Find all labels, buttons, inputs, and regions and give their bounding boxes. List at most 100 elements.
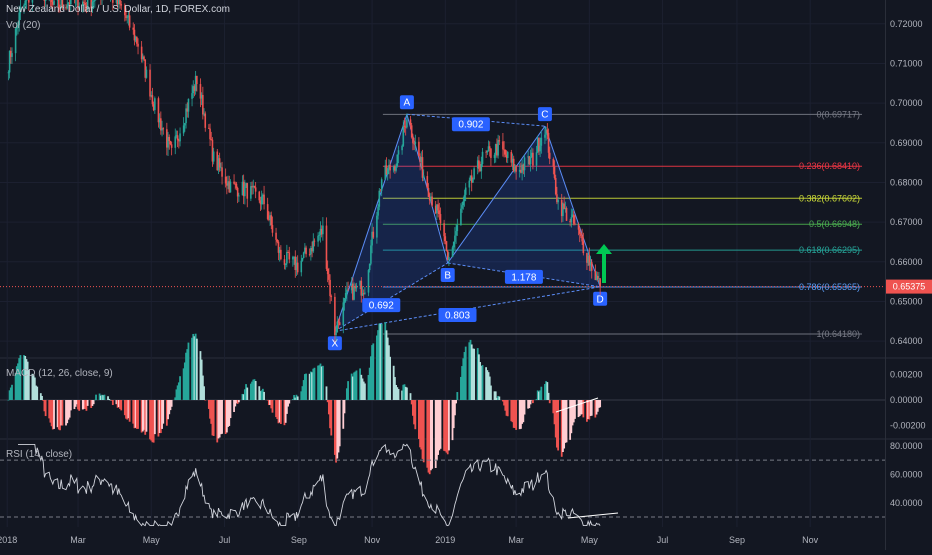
macd-bar — [126, 400, 129, 420]
macd-bar — [548, 400, 551, 404]
price-axes: 2018 Mar May Jul Sep Nov 2019 Mar May Jul Sep Nov 0.… — [0, 19, 926, 545]
candle-body — [564, 208, 567, 210]
rsi-label[interactable]: RSI (14, close) — [6, 449, 73, 460]
candle-body — [464, 187, 467, 195]
macd-bar — [317, 365, 319, 400]
macd-bar — [427, 400, 430, 473]
candle-body — [404, 126, 407, 128]
macd-bar — [302, 380, 305, 400]
candle-body — [151, 95, 154, 105]
macd-bar — [125, 400, 127, 419]
macd-label[interactable]: MACD (12, 26, close, 9) — [6, 368, 113, 379]
candle-body — [544, 134, 546, 138]
candle-body — [421, 157, 424, 178]
macd-bar — [371, 345, 373, 400]
candle-body — [65, 6, 67, 9]
macd-bar — [41, 395, 43, 400]
macd-bar — [267, 400, 270, 406]
candle-body — [228, 181, 231, 193]
candle-body — [292, 256, 294, 260]
macd-bar — [488, 376, 491, 400]
candle-body — [494, 143, 497, 155]
candle-body — [252, 185, 255, 188]
candle-body — [385, 165, 388, 175]
macd-bar — [99, 395, 102, 400]
macd-bar — [211, 400, 214, 436]
annotations: 0.65375 — [0, 244, 932, 294]
harmonic-pattern[interactable]: X A B C D 0.902 0.692 1.178 0.803 — [327, 95, 608, 351]
macd-bar — [235, 400, 238, 404]
macd-bar — [312, 368, 315, 400]
candle-body — [120, 4, 123, 6]
candle-body — [242, 181, 245, 197]
candle-body — [337, 321, 340, 323]
candle-body — [25, 0, 28, 1]
candle-body — [169, 141, 172, 145]
macd-bar — [378, 323, 381, 400]
macd-bar — [443, 400, 446, 451]
candle-body — [210, 139, 213, 141]
candle-body — [175, 135, 178, 137]
macd-bar — [493, 391, 496, 400]
macd-bar — [448, 400, 450, 451]
macd-bar — [506, 400, 509, 417]
macd-bar — [228, 400, 231, 426]
macd-bar — [14, 372, 17, 400]
macd-bar — [212, 400, 215, 436]
candle-body — [523, 157, 526, 171]
rsi-tick-label: 60.0000 — [890, 469, 923, 479]
macd-bar — [338, 400, 341, 447]
candle-body — [590, 261, 593, 271]
candle-body — [485, 151, 487, 153]
candle-body — [59, 7, 61, 9]
candle-body — [529, 157, 532, 165]
macd-bar — [326, 400, 329, 403]
candle-body — [218, 158, 221, 168]
ratio-label: 0.692 — [369, 301, 394, 312]
candle-body — [444, 236, 447, 242]
macd-bar — [446, 400, 449, 455]
candle-body — [254, 187, 257, 192]
candle-body — [493, 154, 496, 158]
macd-bar — [581, 400, 584, 415]
macd-bar — [419, 400, 422, 448]
macd-bar — [249, 383, 252, 400]
price-candles — [7, 0, 601, 342]
pattern-leg — [406, 113, 545, 127]
macd-bar — [75, 400, 78, 405]
y-tick-label: 0.67000 — [890, 217, 923, 227]
rsi-pane — [0, 443, 885, 527]
candle-body — [434, 205, 437, 214]
candle-body — [505, 154, 508, 158]
macd-bar — [463, 352, 466, 400]
macd-bar — [36, 386, 39, 400]
macd-bar — [572, 400, 575, 423]
volume-label[interactable]: Vol (20) — [6, 20, 41, 31]
macd-bar — [480, 365, 483, 400]
symbol-title[interactable]: New Zealand Dollar / U.S. Dollar, 1D, FO… — [6, 4, 230, 15]
candle-body — [283, 259, 286, 265]
macd-bar — [305, 373, 307, 400]
macd-bar — [327, 400, 330, 415]
macd-bar — [539, 390, 542, 400]
macd-bar — [490, 385, 492, 400]
y-tick-label: 0.70000 — [890, 98, 923, 108]
macd-bar — [445, 400, 448, 453]
candle-body — [186, 108, 189, 112]
macd-bar — [514, 400, 516, 428]
macd-bar — [144, 400, 147, 435]
candle-body — [136, 36, 138, 44]
y-tick-label: 0.71000 — [890, 58, 923, 68]
macd-bar — [554, 400, 557, 438]
macd-bar — [303, 374, 306, 400]
candle-body — [84, 2, 87, 5]
pattern-point-label-box — [537, 107, 552, 122]
pattern-point-label: B — [444, 270, 451, 281]
macd-bar — [17, 363, 19, 400]
candle-body — [56, 0, 59, 1]
macd-bar — [428, 400, 431, 475]
fib-label: 0.382(0.67602) — [799, 193, 860, 203]
